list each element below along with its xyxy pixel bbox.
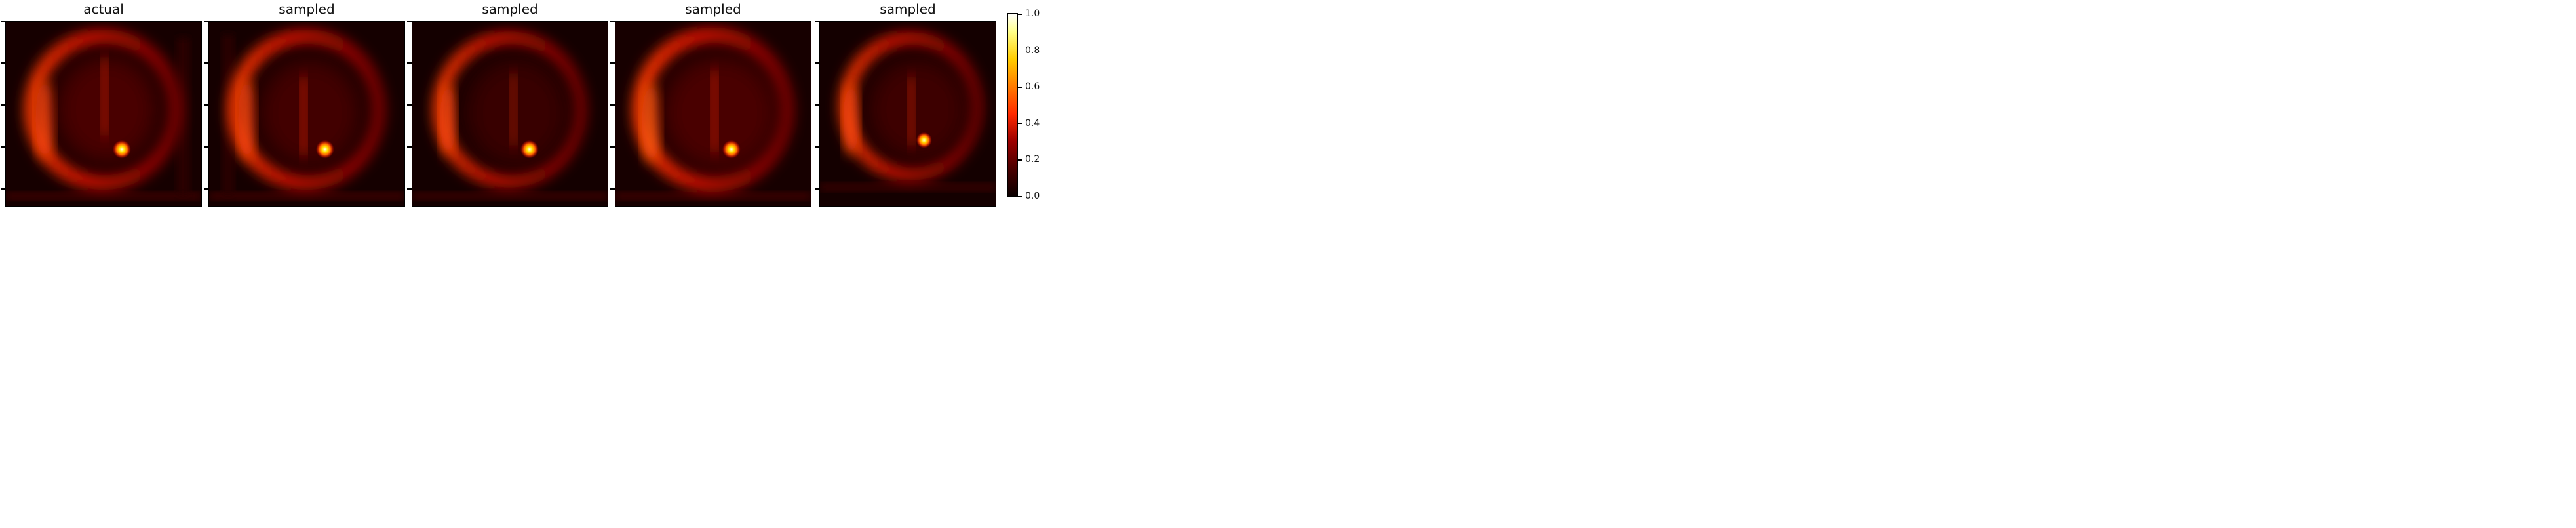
heatmap-image (819, 21, 996, 207)
heatmap-slice (6, 22, 201, 206)
colorbar-tick-4: 0.8 (1025, 45, 1040, 56)
colorbar-tick-5: 1.0 (1025, 9, 1040, 19)
heatmap-image (412, 21, 608, 207)
panel-actual: actual (1, 1, 202, 207)
heatmap-image (5, 21, 202, 207)
colorbar-tick-0: 0.0 (1025, 191, 1040, 201)
panel-sampled-1: sampled (204, 1, 405, 207)
heatmap-image (208, 21, 405, 207)
panel-title: sampled (279, 1, 335, 17)
panel-title: actual (83, 1, 124, 17)
heatmap-image (615, 21, 811, 207)
panel-sampled-2: sampled (407, 1, 608, 207)
heatmap-slice (209, 22, 404, 206)
panel-sampled-4: sampled (815, 1, 996, 207)
panel-title: sampled (685, 1, 741, 17)
heatmap-slice (412, 22, 608, 206)
colorbar-tick-3: 0.6 (1025, 81, 1040, 92)
colorbar: 0.0 0.2 0.4 0.6 0.8 1.0 (1007, 9, 1040, 201)
panel-title: sampled (880, 1, 936, 17)
heatmap-slice (615, 22, 811, 206)
panel-sampled-3: sampled (610, 1, 811, 207)
heatmap-slice (820, 22, 996, 206)
panel-title: sampled (482, 1, 538, 17)
colorbar-tick-2: 0.4 (1025, 117, 1040, 129)
colorbar-tick-1: 0.2 (1025, 154, 1040, 165)
